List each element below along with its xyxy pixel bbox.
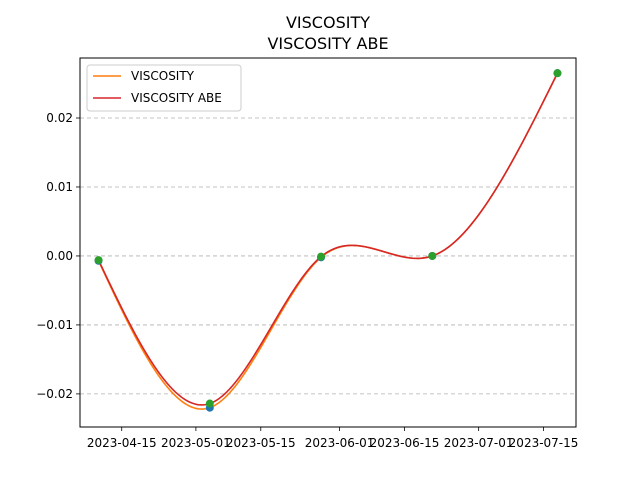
y-tick-label: 0.00 — [46, 249, 73, 263]
series-line-1 — [97, 72, 559, 406]
data-point-1 — [94, 256, 103, 265]
x-tick-label: 2023-05-15 — [226, 436, 296, 450]
legend: VISCOSITY VISCOSITY ABE — [86, 64, 242, 112]
y-tick-label: −0.02 — [36, 387, 73, 401]
x-tick-label: 2023-07-15 — [509, 436, 579, 450]
data-markers — [94, 69, 562, 412]
x-tick-label: 2023-05-01 — [161, 436, 231, 450]
x-tick-label: 2023-06-01 — [305, 436, 375, 450]
x-tick-label: 2023-07-01 — [444, 436, 514, 450]
y-tick-label: −0.01 — [36, 318, 73, 332]
legend-box — [86, 64, 242, 112]
x-tick-label: 2023-04-15 — [87, 436, 157, 450]
data-point-1 — [428, 251, 437, 260]
grid-lines — [80, 117, 576, 395]
x-tick-label: 2023-06-15 — [370, 436, 440, 450]
data-point-1 — [553, 69, 562, 78]
chart-title: VISCOSITY — [286, 13, 370, 32]
data-point-1 — [317, 252, 326, 261]
y-tick-label: 0.02 — [46, 111, 73, 125]
y-axis: −0.02 −0.01 0.00 0.01 0.02 — [36, 111, 80, 401]
chart-subtitle: VISCOSITY ABE — [267, 34, 388, 53]
series-line-0 — [97, 72, 559, 410]
legend-label: VISCOSITY ABE — [131, 91, 222, 105]
y-tick-label: 0.01 — [46, 180, 73, 194]
legend-label: VISCOSITY — [131, 69, 195, 83]
data-point-1 — [205, 399, 214, 408]
series-lines — [97, 72, 559, 410]
plot-frame — [79, 57, 577, 428]
